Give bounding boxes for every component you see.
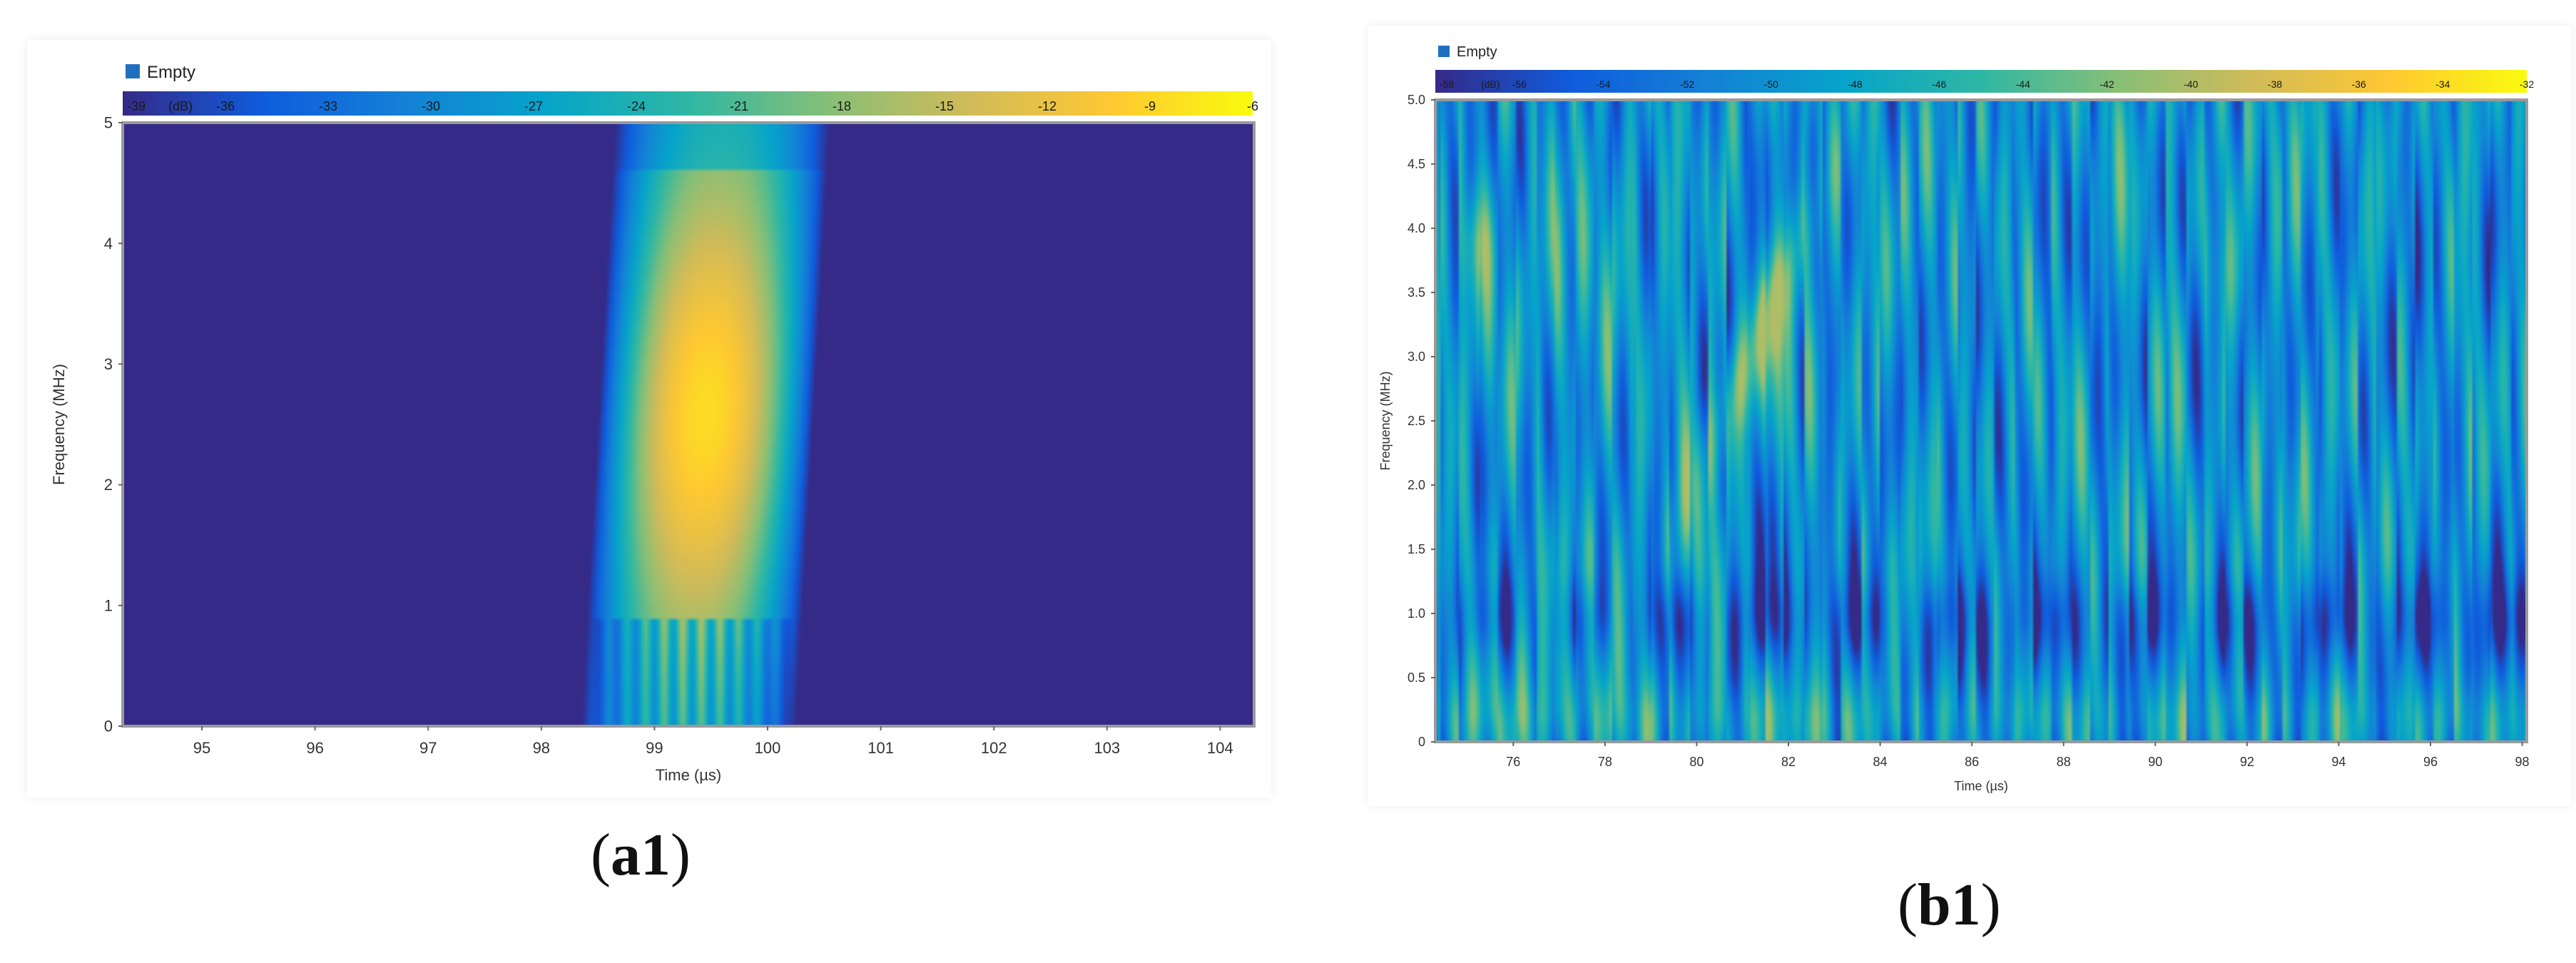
colorbar-tick-label: -38 xyxy=(2268,78,2282,90)
x-tick-label: 95 xyxy=(193,739,210,757)
x-tick-label: 102 xyxy=(981,739,1007,757)
x-tick-label: 101 xyxy=(867,739,894,757)
x-tick-label: 98 xyxy=(533,739,550,757)
colorbar-tick-label: -48 xyxy=(1848,78,1862,90)
x-tick-label: 82 xyxy=(1781,755,1796,769)
y-tick-label: 1 xyxy=(104,596,113,614)
colorbar: -58 -56 -54 -52 -50 -48 -46 -44 -42 -40 -38 -36 -34 -… xyxy=(1435,70,2534,93)
plot-frame xyxy=(121,121,1256,728)
x-tick-label: 100 xyxy=(755,739,781,757)
colorbar-unit-label: (dB) xyxy=(1481,78,1500,90)
y-axis-label: Frequency (MHz) xyxy=(1378,371,1393,470)
colorbar-tick-label: -44 xyxy=(2016,78,2030,90)
legend-entry: Empty xyxy=(1438,44,1497,60)
legend-entry: Empty xyxy=(126,63,195,82)
x-tick-label: 92 xyxy=(2240,755,2254,769)
spectrogram-b1-svg: Empty -58 -56 -54 -52 -50 -48 -46 -44 -42 -40 -38 -3… xyxy=(1378,44,2534,793)
colorbar-tick-label: -24 xyxy=(627,99,646,113)
x-axis-label: Time (µs) xyxy=(1954,779,2008,793)
colorbar-tick-label: -34 xyxy=(2435,78,2450,90)
y-tick-label: 1.0 xyxy=(1407,606,1425,621)
panel-label-b1: (b1) xyxy=(1898,872,2001,938)
x-tick-label: 90 xyxy=(2148,755,2162,769)
x-tick-label: 98 xyxy=(2515,755,2530,769)
y-axis: 0 1 2 3 4 5 Frequency (MHz) xyxy=(50,114,123,735)
y-tick-label: 4.0 xyxy=(1407,221,1425,235)
colorbar-tick-label: -52 xyxy=(1680,78,1694,90)
colorbar-tick-label: -15 xyxy=(935,99,954,113)
x-tick-label: 78 xyxy=(1598,755,1612,769)
colorbar-gradient xyxy=(1435,70,2527,93)
x-tick-label: 99 xyxy=(646,739,663,757)
colorbar-tick-label: -46 xyxy=(1932,78,1946,90)
colorbar-tick-label: -32 xyxy=(2520,78,2534,90)
colorbar-tick-label: -30 xyxy=(422,99,440,113)
panel-label-a1: (a1) xyxy=(591,822,691,888)
x-tick-label: 103 xyxy=(1094,739,1120,757)
colorbar-tick-label: -21 xyxy=(730,99,748,113)
spectrogram-a1-svg: Empty -39 -36 -33 -30 -27 -24 -21 -18 -15 -12 -9 -6 (… xyxy=(50,63,1258,784)
spectrogram-panel-b1: Empty -58 -56 -54 -52 -50 -48 -46 -44 -42 -40 -38 -3… xyxy=(1368,26,2571,806)
y-tick-label: 1.5 xyxy=(1407,542,1425,556)
colorbar-gradient xyxy=(123,91,1253,116)
x-tick-label: 84 xyxy=(1873,755,1888,769)
y-tick-label: 0 xyxy=(1418,735,1425,749)
heatmap-field xyxy=(1435,100,2527,742)
y-tick-label: 4.5 xyxy=(1407,157,1425,171)
x-tick-label: 96 xyxy=(306,739,323,757)
x-axis-label: Time (µs) xyxy=(656,766,722,784)
colorbar: -39 -36 -33 -30 -27 -24 -21 -18 -15 -12 -9 -6 (dB) xyxy=(123,91,1258,116)
colorbar-tick-label: -33 xyxy=(319,99,337,113)
colorbar-tick-label: -36 xyxy=(2351,78,2366,90)
y-tick-label: 2.5 xyxy=(1407,414,1425,428)
legend-label: Empty xyxy=(1457,44,1497,60)
legend-swatch xyxy=(1438,46,1450,57)
colorbar-tick-label: -36 xyxy=(216,99,235,113)
colorbar-tick-label: -18 xyxy=(833,99,851,113)
colorbar-tick-label: -58 xyxy=(1440,78,1454,90)
y-tick-label: 0 xyxy=(104,718,113,735)
colorbar-tick-label: -39 xyxy=(127,99,146,113)
y-axis-label: Frequency (MHz) xyxy=(50,364,68,485)
spectrogram-panel-a1: Empty -39 -36 -33 -30 -27 -24 -21 -18 -15 -12 -9 -6 (… xyxy=(27,40,1271,798)
colorbar-tick-label: -50 xyxy=(1764,78,1778,90)
y-axis: 0 0.5 1.0 1.5 2.0 2.5 3.0 3.5 4.0 4.5 5.0 Frequency… xyxy=(1378,93,1435,749)
x-axis: 95 96 97 98 99 100 101 102 103 104 Time (µs) xyxy=(193,726,1233,784)
y-tick-label: 2.0 xyxy=(1407,478,1425,492)
colorbar-tick-label: -42 xyxy=(2099,78,2114,90)
colorbar-tick-label: -54 xyxy=(1596,78,1610,90)
y-tick-label: 5 xyxy=(104,114,113,132)
colorbar-tick-label: -56 xyxy=(1512,78,1527,90)
colorbar-tick-label: -12 xyxy=(1038,99,1057,113)
x-tick-label: 104 xyxy=(1207,739,1233,757)
y-tick-label: 3.5 xyxy=(1407,285,1425,300)
colorbar-tick-label: -9 xyxy=(1144,99,1156,113)
colorbar-tick-label: -27 xyxy=(524,99,543,113)
colorbar-unit-label: (dB) xyxy=(168,99,193,113)
y-tick-label: 3 xyxy=(104,355,113,373)
x-tick-label: 96 xyxy=(2423,755,2438,769)
x-tick-label: 76 xyxy=(1506,755,1520,769)
legend-label: Empty xyxy=(147,63,195,82)
y-tick-label: 4 xyxy=(104,235,113,253)
x-tick-label: 97 xyxy=(419,739,437,757)
colorbar-tick-label: -40 xyxy=(2184,78,2198,90)
colorbar-tick-label: -6 xyxy=(1247,99,1258,113)
x-axis: 76 78 80 82 84 86 88 90 92 94 96 98 Time (µs) xyxy=(1506,742,2530,793)
y-tick-label: 0.5 xyxy=(1407,671,1425,685)
y-tick-label: 5.0 xyxy=(1407,93,1425,107)
y-tick-label: 3.0 xyxy=(1407,350,1425,364)
legend-swatch xyxy=(126,64,140,78)
x-tick-label: 94 xyxy=(2331,755,2346,769)
x-tick-label: 86 xyxy=(1965,755,1979,769)
y-tick-label: 2 xyxy=(104,476,113,494)
heatmap-field xyxy=(123,123,1254,726)
x-tick-label: 80 xyxy=(1689,755,1704,769)
x-tick-label: 88 xyxy=(2057,755,2071,769)
